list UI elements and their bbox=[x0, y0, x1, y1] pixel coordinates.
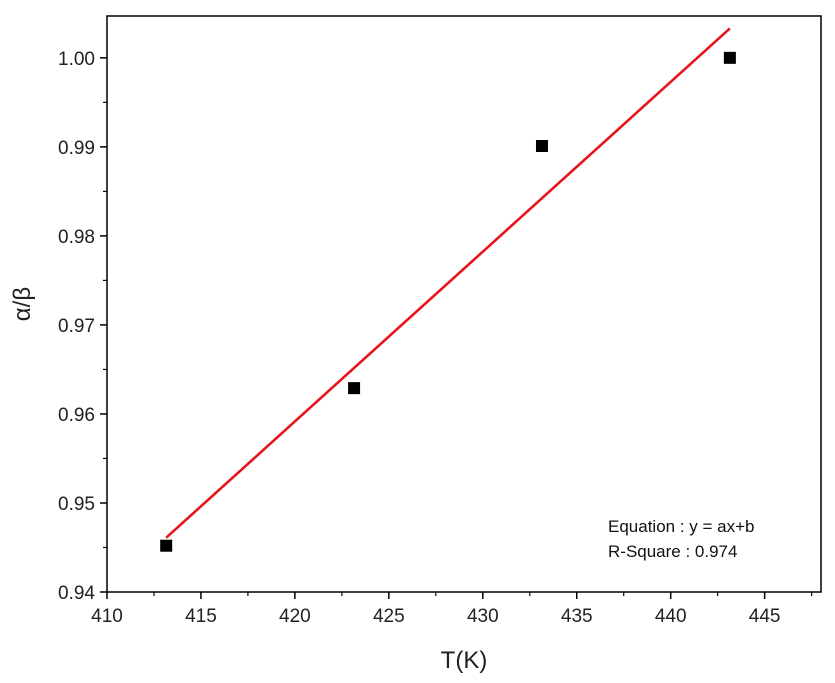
y-axis-title-group: α/β bbox=[9, 287, 36, 321]
y-axis-title: α/β bbox=[9, 287, 36, 321]
x-axis-title: T(K) bbox=[441, 647, 488, 674]
y-tick-label: 0.94 bbox=[58, 583, 95, 604]
annotation-layer: Equation : y = ax+b R-Square : 0.974 bbox=[608, 517, 755, 561]
x-tick-label: 440 bbox=[655, 606, 687, 627]
plot-frame bbox=[106, 15, 822, 593]
y-tick-label: 0.95 bbox=[58, 494, 95, 515]
data-point-square bbox=[723, 51, 736, 64]
fit-line bbox=[165, 27, 731, 539]
x-tick-label: 420 bbox=[279, 606, 311, 627]
x-tick-label: 425 bbox=[373, 606, 405, 627]
y-tick-label: 0.97 bbox=[58, 316, 95, 337]
y-axis-ticks: 0.94 0.95 0.96 0.97 0.98 0.99 1.00 bbox=[58, 49, 107, 604]
x-axis-ticks: 410 415 420 425 430 435 440 445 bbox=[91, 592, 813, 627]
x-axis-title-group: T(K) bbox=[441, 647, 488, 674]
x-tick-label: 445 bbox=[749, 606, 781, 627]
x-tick-label: 415 bbox=[185, 606, 217, 627]
x-tick-label: 435 bbox=[561, 606, 593, 627]
y-tick-label: 0.96 bbox=[58, 405, 95, 426]
data-point-square bbox=[348, 382, 361, 395]
r-square-annotation: R-Square : 0.974 bbox=[608, 542, 737, 561]
y-tick-label: 1.00 bbox=[58, 49, 95, 70]
data-point-square bbox=[160, 539, 173, 552]
x-tick-label: 430 bbox=[467, 606, 499, 627]
x-tick-label: 410 bbox=[91, 606, 123, 627]
series-layer bbox=[160, 27, 736, 552]
y-tick-label: 0.99 bbox=[58, 138, 95, 159]
equation-annotation: Equation : y = ax+b bbox=[608, 517, 755, 536]
y-tick-label: 0.98 bbox=[58, 227, 95, 248]
data-point-square bbox=[535, 139, 548, 152]
